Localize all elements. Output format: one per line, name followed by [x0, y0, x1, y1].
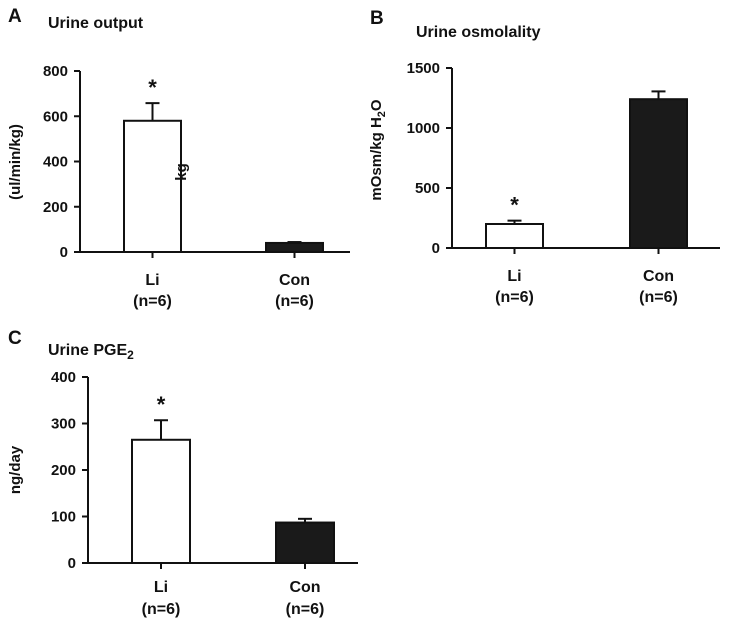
panel-letter: C: [8, 328, 22, 349]
chart-title: Urine PGE2: [48, 342, 134, 362]
y-tick-label: 500: [415, 180, 440, 197]
x-category-label: Li: [154, 579, 168, 596]
y-tick-label: 1500: [407, 60, 440, 77]
y-axis-label-subscript: 2: [376, 111, 388, 117]
bar-li: [485, 223, 544, 249]
x-category-n: (n=6): [286, 601, 325, 618]
significance-star: *: [157, 392, 166, 417]
y-axis-label: ng/day: [7, 445, 24, 494]
x-category-label: Con: [289, 579, 320, 596]
y-tick-label: 800: [43, 63, 68, 80]
y-axis-label: (ul/min/kg): [7, 124, 24, 200]
x-category-label: Li: [145, 272, 159, 289]
y-tick-label: 400: [43, 154, 68, 171]
panel-letter: A: [8, 6, 22, 27]
y-tick-label: 600: [43, 108, 68, 125]
y-tick-label: 0: [432, 240, 440, 257]
y-tick-label: 0: [60, 244, 68, 261]
significance-star: *: [148, 75, 157, 100]
y-tick-label: 300: [51, 416, 76, 433]
bar-con: [275, 521, 335, 564]
y-tick-label: 200: [51, 462, 76, 479]
y-tick-label: 100: [51, 509, 76, 526]
x-category-label: Li: [507, 268, 521, 285]
y-axis-label-main: mOsm/kg H: [368, 117, 385, 200]
chart-title-subscript: 2: [127, 348, 134, 362]
bar-li: [123, 119, 182, 254]
x-category-n: (n=6): [275, 293, 314, 310]
y-tick-label: 200: [43, 199, 68, 216]
x-category-label: Con: [643, 268, 674, 285]
x-category-n: (n=6): [639, 289, 678, 306]
significance-star: *: [510, 193, 519, 218]
y-tick-label: 400: [51, 369, 76, 386]
chart-title: Urine osmolality: [416, 24, 541, 41]
bar-con: [629, 98, 688, 249]
x-category-n: (n=6): [142, 601, 181, 618]
x-category-label: Con: [279, 272, 310, 289]
panel-letter: B: [370, 8, 384, 29]
y-tick-label: 1000: [407, 120, 440, 137]
y-axis-label: mOsm/kg H2O: [368, 99, 388, 200]
chart-panel-c: C Urine PGE2 0 100 200 300 400 ng/day * Li (n=6) Co…: [7, 328, 358, 618]
chart-title-main: Urine PGE: [48, 342, 127, 359]
bar-con: [265, 241, 324, 253]
y-tick-label: 0: [68, 555, 76, 572]
chart-title: Urine output: [48, 15, 144, 32]
bar-li: [131, 438, 191, 564]
note-label: kg: [173, 163, 190, 181]
y-axis-label-end: O: [368, 99, 385, 111]
chart-panel-b: B Urine osmolality 0 500 1000 1500 mOsm/kg H2O…: [368, 8, 720, 306]
x-category-n: (n=6): [133, 293, 172, 310]
chart-panel-a: A Urine output 0 200 400 600 800 (ul/min/kg) * Li…: [7, 6, 350, 310]
x-category-n: (n=6): [495, 289, 534, 306]
